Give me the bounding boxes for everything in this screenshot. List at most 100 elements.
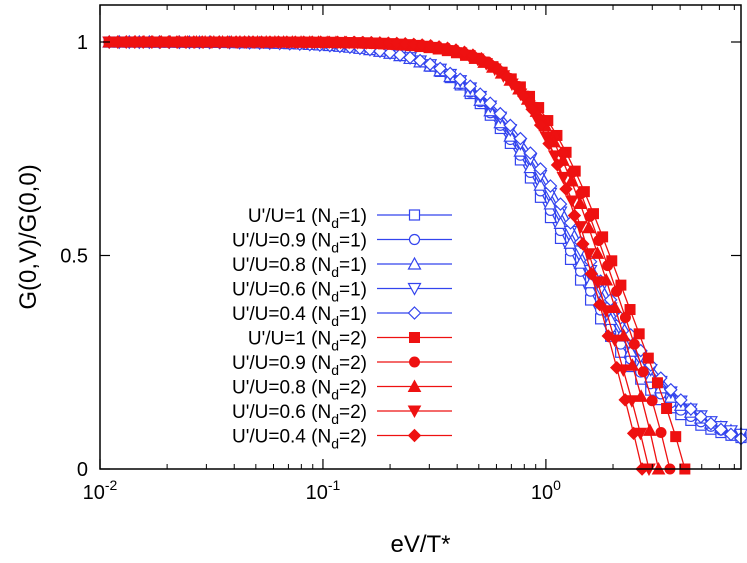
data-point	[599, 305, 613, 318]
data-point	[415, 38, 429, 52]
data-point	[673, 393, 688, 407]
legend-label: U'/U=0.8 (Nd=2)	[232, 378, 367, 403]
data-series-group	[102, 34, 747, 477]
legend-label-end: =2)	[339, 402, 367, 423]
data-point	[611, 285, 623, 297]
data-point	[646, 395, 658, 407]
data-point	[393, 48, 407, 62]
data-point	[642, 423, 657, 436]
x-tick-label: 10-1	[306, 477, 341, 504]
series-s3	[102, 34, 747, 440]
y-axis-title: G(0,V)/G(0,0)	[15, 164, 42, 309]
data-point	[694, 410, 708, 424]
data-point	[443, 66, 458, 81]
legend-entry-s4: U'/U=0.6 (Nd=1)	[232, 280, 452, 305]
legend-label-end: =1)	[339, 206, 367, 227]
legend-entry-s1: U'/U=1 (Nd=1)	[248, 206, 452, 231]
data-point	[590, 276, 605, 289]
data-point	[609, 360, 624, 375]
data-point	[474, 51, 489, 66]
x-tick-label: 10-2	[83, 477, 118, 504]
data-point	[543, 196, 558, 210]
data-point	[413, 53, 427, 68]
data-point	[576, 237, 590, 251]
data-point	[670, 431, 682, 443]
x-tick-exponent: -1	[328, 477, 341, 493]
legend-label-main: U'/U=0.8 (N	[232, 255, 331, 276]
data-point	[590, 246, 605, 259]
legend-label-main: U'/U=0.6 (N	[232, 280, 331, 301]
legend-label: U'/U=0.9 (Nd=2)	[232, 353, 367, 378]
data-point	[651, 377, 663, 389]
data-point	[513, 131, 528, 146]
legend-label-end: =2)	[339, 353, 367, 374]
data-point	[381, 36, 396, 50]
data-point	[483, 96, 498, 111]
legend-label-main: U'/U=0.4 (N	[232, 304, 331, 325]
legend-label-sub: d	[331, 289, 339, 305]
x-tick-exponent: 0	[553, 477, 561, 493]
data-point	[684, 402, 698, 416]
x-tick-base: 10	[531, 482, 553, 504]
data-point	[533, 118, 548, 132]
legend-label-sub: d	[331, 215, 339, 231]
series-s10	[102, 35, 649, 476]
data-point	[573, 255, 588, 269]
legend-swatch-marker	[408, 233, 421, 246]
data-point	[704, 416, 718, 431]
x-axis-title: eV/T*	[390, 531, 450, 558]
data-point	[642, 352, 654, 364]
legend-swatch-marker	[407, 306, 422, 320]
legend-label: U'/U=1 (Nd=2)	[248, 329, 367, 354]
legend-swatch-marker	[407, 428, 422, 443]
data-point	[463, 79, 478, 94]
data-point	[618, 393, 632, 407]
legend-entry-s5: U'/U=0.4 (Nd=1)	[232, 304, 452, 329]
x-tick-label: 100	[531, 477, 561, 504]
legend-label-main: U'/U=0.6 (N	[232, 402, 331, 423]
data-point	[533, 162, 548, 176]
data-point	[661, 403, 673, 415]
plot-frame	[99, 4, 742, 470]
data-point	[533, 177, 548, 191]
data-point	[724, 427, 738, 442]
legend-label-sub: d	[331, 240, 339, 256]
data-point	[508, 78, 522, 92]
data-point	[491, 62, 505, 76]
legend-swatch-marker	[407, 405, 422, 419]
data-point	[525, 102, 539, 116]
data-point	[593, 297, 607, 312]
legend-label-main: U'/U=0.9 (N	[232, 231, 331, 252]
series-line-s10	[109, 41, 643, 470]
legend-label-end: =2)	[339, 427, 367, 448]
legend-entry-s9: U'/U=0.6 (Nd=2)	[232, 402, 452, 427]
legend-label-sub: d	[331, 338, 339, 354]
data-point	[602, 260, 614, 272]
data-point	[516, 89, 531, 103]
data-point	[542, 136, 556, 151]
legend-entry-s6: U'/U=1 (Nd=2)	[248, 329, 452, 354]
legend-entry-s2: U'/U=0.9 (Nd=1)	[232, 231, 452, 256]
legend-entry-s10: U'/U=0.4 (Nd=2)	[232, 427, 452, 452]
legend-swatch-marker	[408, 209, 421, 221]
data-point	[423, 57, 437, 72]
data-point	[556, 171, 571, 185]
data-point	[553, 216, 568, 229]
legend-label-sub: d	[331, 313, 339, 329]
data-point	[599, 272, 614, 286]
legend-label-end: =1)	[339, 280, 367, 301]
data-point	[633, 328, 645, 340]
legend-label-end: =2)	[339, 329, 367, 350]
data-point	[473, 87, 488, 101]
y-tick-label: 1	[77, 32, 88, 54]
data-point	[567, 208, 582, 223]
x-tick-base: 10	[83, 482, 105, 504]
legend-label-end: =2)	[339, 378, 367, 399]
data-point	[493, 106, 508, 121]
data-point	[573, 196, 587, 210]
legend-entry-s8: U'/U=0.8 (Nd=2)	[232, 378, 452, 403]
data-point	[663, 382, 678, 397]
legend-label: U'/U=0.4 (Nd=1)	[232, 304, 367, 329]
data-point	[407, 37, 421, 51]
